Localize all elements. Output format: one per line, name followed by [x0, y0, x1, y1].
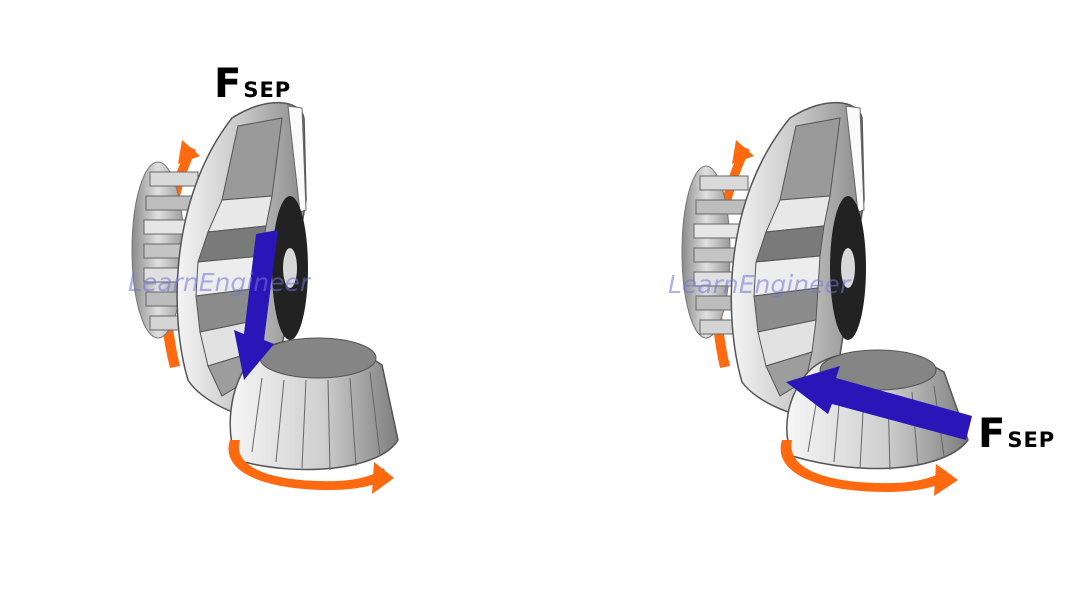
rotation-arrow-icon [732, 140, 754, 164]
rotation-arrow-icon [934, 464, 958, 496]
force-arrow-icon [786, 366, 972, 440]
force-subscript: SEP [243, 78, 292, 102]
force-symbol: F [978, 411, 1006, 457]
gear-rim [287, 105, 307, 213]
force-arrow-icon [234, 230, 278, 380]
rotation-arrow-icon [780, 440, 948, 492]
rotation-arrow-icon [178, 140, 200, 164]
pinion-teeth [251, 371, 381, 471]
panel-right [681, 101, 972, 496]
force-symbol: F [214, 61, 242, 107]
separating-force-label: FSEP [978, 414, 1055, 454]
panel-left [131, 101, 399, 494]
gear-rim [845, 105, 865, 213]
watermark: LearnEngineer [128, 268, 311, 297]
watermark: LearnEngineer [668, 270, 851, 299]
rotation-arrow-icon [372, 462, 394, 494]
force-subscript: SEP [1007, 428, 1056, 452]
gear-bore [283, 248, 297, 288]
gear-tooth-facets [753, 117, 841, 397]
gear-bore [841, 248, 855, 288]
rotation-arrow-icon [228, 440, 386, 490]
separating-force-label: FSEP [214, 64, 291, 104]
pinion-top [259, 337, 377, 379]
